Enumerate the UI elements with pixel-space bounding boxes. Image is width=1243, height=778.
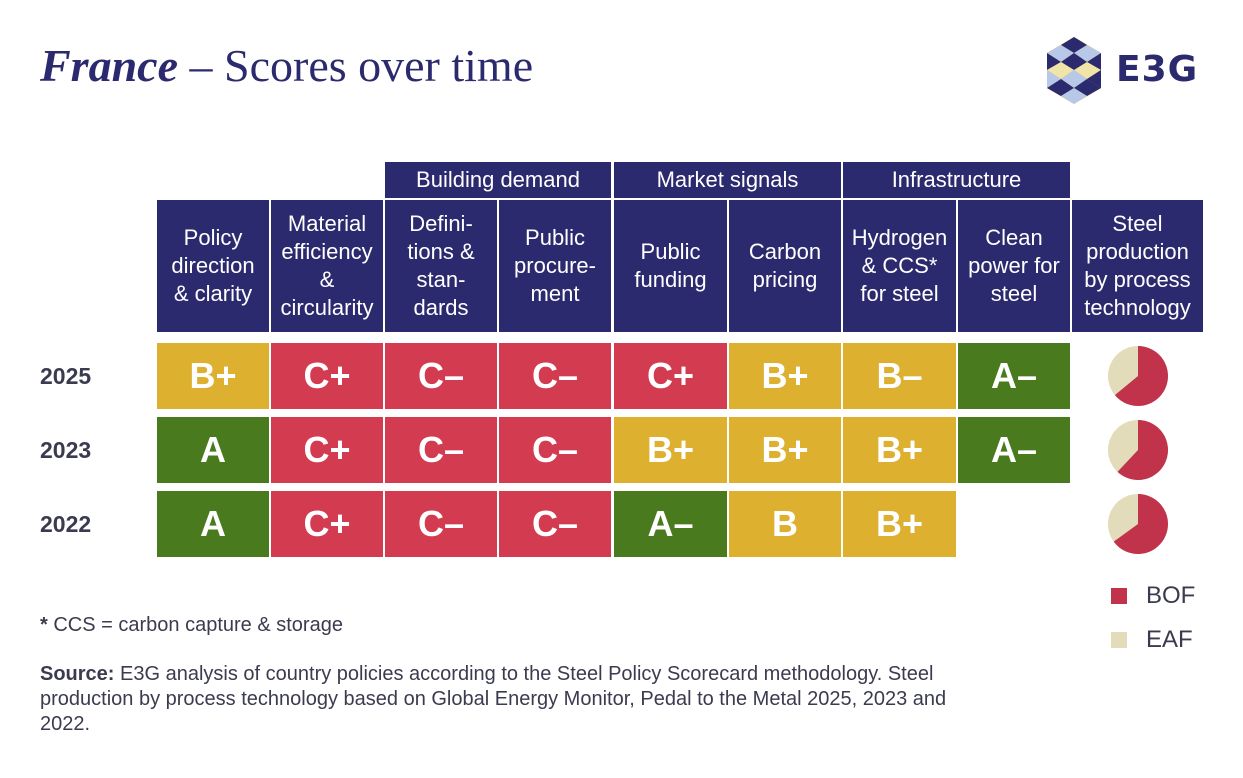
column-header: Public funding [614,200,727,332]
pie-slice-bof [1114,346,1168,406]
score-cell: B+ [729,343,841,409]
score-cell: C– [385,343,497,409]
score-cell: B– [843,343,956,409]
column-header: Carbon pricing [729,200,841,332]
process-pie [1108,346,1168,406]
column-header: Public procure- ment [499,200,611,332]
score-cell: C+ [271,343,383,409]
column-header-label: Steel production by process technology [1084,211,1191,320]
row-year: 2025 [40,362,92,389]
column-header: Hydrogen & CCS* for steel [843,200,956,332]
pie-slice-bof [1117,420,1168,480]
column-header: Defini- tions & stan- dards [385,200,497,332]
legend-swatch-bof [1111,588,1127,604]
score-cell: B+ [614,417,727,483]
group-header: Building demand [385,162,611,198]
e3g-logo-icon [1047,37,1101,104]
process-pie [1108,420,1168,480]
score-cell: B+ [843,417,956,483]
score-cell: C– [499,343,611,409]
group-header: Market signals [614,162,841,198]
row-year: 2022 [40,510,92,537]
score-cell: C– [385,417,497,483]
score-cell: C– [385,491,497,557]
pie-slice-bof [1113,494,1168,554]
legend-label: EAF [1146,626,1193,653]
column-header-label: Defini- tions & stan- dards [407,211,475,320]
column-header: Material efficiency & circularity [271,200,383,332]
column-header: Policy direction & clarity [157,200,269,332]
score-cell: C– [499,417,611,483]
row-year: 2023 [40,436,92,463]
score-cell: B+ [157,343,269,409]
footnote: * CCS = carbon capture & storage [40,614,343,637]
source-text: E3G analysis of country policies accordi… [40,663,947,735]
footnote-star: * [40,614,48,636]
process-pie [1108,494,1168,554]
score-cell: A [157,417,269,483]
page-title: France – Scores over time [40,36,533,96]
title-rest: – Scores over time [178,40,534,91]
column-header-label: Carbon pricing [748,239,822,292]
score-cell: B+ [729,417,841,483]
footnote-text: CCS = carbon capture & storage [47,614,343,636]
score-cell: B+ [843,491,956,557]
score-cell: A [157,491,269,557]
column-header-label: Public procure- ment [514,225,596,306]
logo-text: E3G [1116,49,1199,90]
column-header-label: Material efficiency & circularity [280,211,374,320]
group-header: Infrastructure [843,162,1070,198]
column-header-label: Clean power for steel [968,225,1060,306]
legend-swatch-eaf [1111,632,1127,648]
score-cell: C+ [614,343,727,409]
score-cell: A– [958,343,1070,409]
score-cell: C+ [271,417,383,483]
score-cell: B [729,491,841,557]
score-cell: A– [614,491,727,557]
source-label: Source: [40,663,115,685]
title-country: France [40,40,178,91]
score-cell: C– [499,491,611,557]
source-note: Source: E3G analysis of country policies… [40,662,1000,737]
score-cell: A– [958,417,1070,483]
legend-label: BOF [1146,582,1196,609]
score-cell: C+ [271,491,383,557]
column-header-label: Policy direction & clarity [171,225,255,306]
column-header: Steel production by process technology [1072,200,1203,332]
column-header-label: Public funding [634,239,707,292]
column-header: Clean power for steel [958,200,1070,332]
column-header-label: Hydrogen & CCS* for steel [851,225,948,306]
